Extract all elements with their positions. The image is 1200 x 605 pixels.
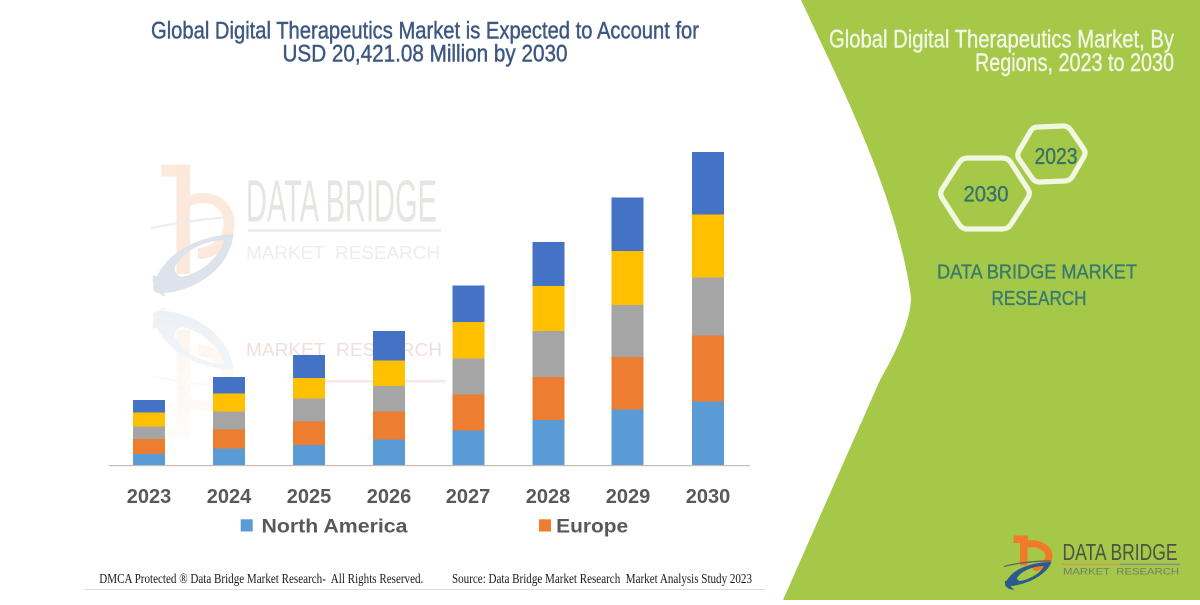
svg-text:DATA BRIDGE MARKET: DATA BRIDGE MARKET	[937, 262, 1137, 284]
svg-text:2025: 2025	[287, 486, 332, 508]
svg-text:Europe: Europe	[556, 517, 628, 538]
svg-text:MARKET RESEARCH: MARKET RESEARCH	[246, 243, 440, 263]
svg-text:2024: 2024	[207, 486, 252, 508]
svg-text:2030: 2030	[964, 181, 1009, 206]
svg-text:2028: 2028	[526, 486, 571, 508]
svg-text:DMCA Protected ® Data Bridge M: DMCA Protected ® Data Bridge Market Rese…	[99, 571, 423, 586]
svg-text:North America: North America	[262, 517, 408, 538]
svg-text:DATA BRIDGE: DATA BRIDGE	[1063, 539, 1178, 565]
svg-text:Global Digital Therapeutics Ma: Global Digital Therapeutics Market is Ex…	[151, 18, 699, 45]
svg-text:RESEARCH: RESEARCH	[992, 288, 1087, 310]
svg-text:MARKET RESEARCH: MARKET RESEARCH	[1063, 567, 1179, 577]
svg-text:2030: 2030	[686, 486, 731, 508]
svg-text:2027: 2027	[446, 486, 491, 508]
svg-text:USD 20,421.08 Million by 2030: USD 20,421.08 Million by 2030	[283, 41, 568, 68]
svg-text:Source: Data Bridge Market Res: Source: Data Bridge Market Research Mark…	[452, 571, 752, 586]
svg-text:Global Digital Therapeutics Ma: Global Digital Therapeutics Market, By	[829, 25, 1174, 53]
svg-text:MARKET RESEARCH: MARKET RESEARCH	[246, 340, 442, 360]
svg-text:Regions, 2023 to 2030: Regions, 2023 to 2030	[975, 49, 1174, 77]
svg-text:2026: 2026	[367, 486, 412, 508]
svg-text:DATA BRIDGE: DATA BRIDGE	[246, 169, 437, 235]
svg-text:2023: 2023	[1035, 143, 1078, 169]
svg-text:2029: 2029	[606, 486, 651, 508]
svg-text:2023: 2023	[127, 486, 172, 508]
